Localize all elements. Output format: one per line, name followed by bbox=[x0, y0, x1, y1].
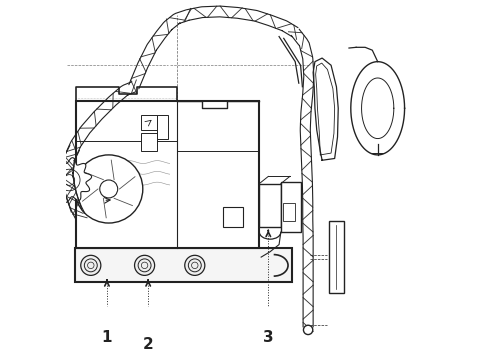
Text: 3: 3 bbox=[263, 330, 273, 345]
Bar bbox=[329, 221, 343, 293]
Circle shape bbox=[138, 259, 151, 272]
Bar bbox=[223, 207, 243, 226]
Bar bbox=[76, 101, 259, 248]
Bar bbox=[141, 116, 157, 130]
Circle shape bbox=[135, 255, 155, 275]
Circle shape bbox=[100, 180, 118, 198]
Circle shape bbox=[192, 262, 198, 269]
Polygon shape bbox=[47, 158, 92, 202]
Bar bbox=[141, 134, 157, 151]
Bar bbox=[283, 203, 295, 221]
Circle shape bbox=[84, 259, 97, 272]
Text: 2: 2 bbox=[143, 337, 153, 352]
Circle shape bbox=[58, 169, 80, 191]
Circle shape bbox=[64, 175, 74, 185]
Bar bbox=[259, 184, 281, 226]
Text: 1: 1 bbox=[102, 330, 112, 345]
Bar bbox=[281, 182, 300, 232]
Circle shape bbox=[88, 262, 94, 269]
Circle shape bbox=[81, 255, 101, 275]
Bar bbox=[74, 248, 292, 282]
Circle shape bbox=[185, 255, 205, 275]
Circle shape bbox=[141, 262, 148, 269]
Circle shape bbox=[74, 155, 143, 223]
Bar bbox=[157, 116, 168, 139]
Circle shape bbox=[303, 325, 313, 334]
Circle shape bbox=[188, 259, 201, 272]
